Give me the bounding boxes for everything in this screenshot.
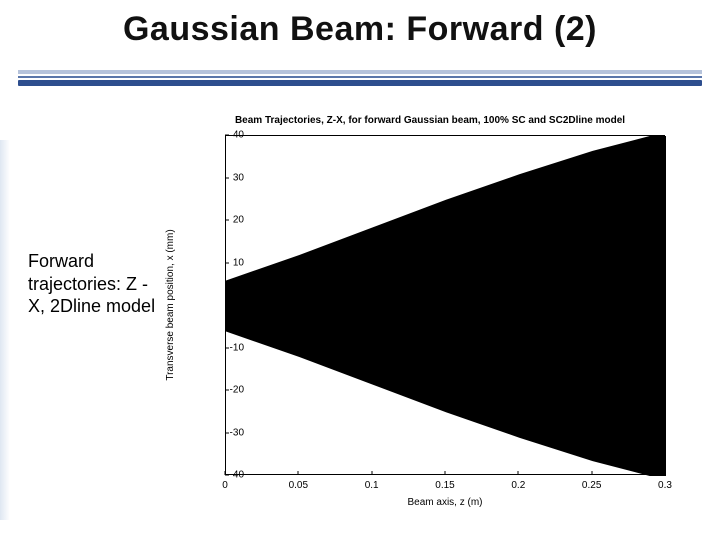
x-tick-label: 0.2 (511, 480, 525, 491)
x-tick-label: 0.05 (289, 480, 308, 491)
y-tick-mark (225, 475, 229, 476)
y-tick-mark (225, 220, 229, 221)
title-divider (18, 70, 702, 88)
x-tick-mark (371, 471, 372, 475)
x-tick-label: 0.25 (582, 480, 601, 491)
x-tick-mark (591, 471, 592, 475)
y-tick-label: -20 (204, 385, 244, 396)
x-tick-label: 0.3 (658, 480, 672, 491)
y-tick-label: -10 (204, 342, 244, 353)
x-tick-label: 0 (222, 480, 228, 491)
x-axis-label: Beam axis, z (m) (225, 497, 665, 508)
side-caption: Forward trajectories: Z -X, 2Dline model (28, 250, 163, 318)
y-tick-mark (225, 347, 229, 348)
y-tick-label: 0 (204, 300, 244, 311)
x-tick-label: 0.1 (365, 480, 379, 491)
slide-title: Gaussian Beam: Forward (2) (0, 10, 720, 49)
x-tick-mark (518, 471, 519, 475)
y-tick-mark (225, 390, 229, 391)
beam-chart: Beam Trajectories, Z-X, for forward Gaus… (170, 115, 690, 515)
x-tick-mark (298, 471, 299, 475)
y-tick-mark (225, 135, 229, 136)
x-tick-mark (445, 471, 446, 475)
x-tick-mark (665, 471, 666, 475)
plot-area (225, 135, 665, 475)
y-tick-label: 20 (204, 215, 244, 226)
y-tick-mark (225, 177, 229, 178)
chart-title: Beam Trajectories, Z-X, for forward Gaus… (170, 115, 690, 126)
y-tick-mark (225, 305, 229, 306)
y-tick-label: 30 (204, 172, 244, 183)
beam-envelope (226, 136, 666, 476)
side-decoration (0, 140, 10, 520)
y-tick-label: -30 (204, 427, 244, 438)
y-tick-label: 40 (204, 130, 244, 141)
slide: Gaussian Beam: Forward (2) Forward traje… (0, 0, 720, 540)
y-tick-mark (225, 262, 229, 263)
y-tick-label: 10 (204, 257, 244, 268)
y-tick-mark (225, 432, 229, 433)
x-tick-mark (225, 471, 226, 475)
x-tick-label: 0.15 (435, 480, 454, 491)
y-axis-label: Transverse beam position, x (mm) (165, 205, 176, 405)
